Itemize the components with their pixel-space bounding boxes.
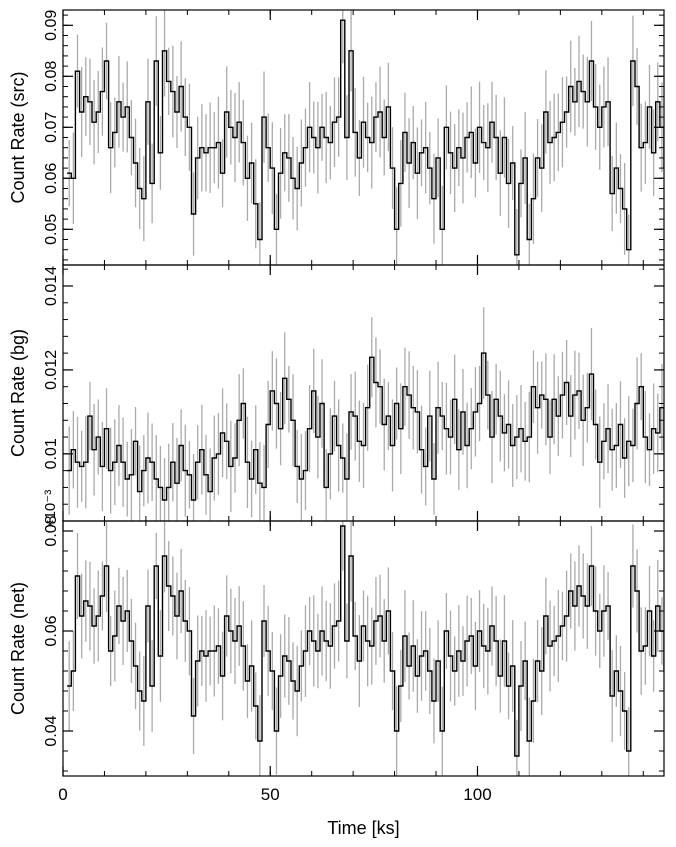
panel-bg: 0.01 0.012 0.014 Count Rate (bg) ×10⁻³ — [8, 264, 665, 528]
ylabel-bg: Count Rate (bg) — [8, 329, 28, 457]
y-tick-label: 0.09 — [43, 10, 60, 41]
y-tick-label: 0.07 — [43, 112, 60, 143]
y-tick-label: 0.012 — [43, 350, 60, 390]
x-tick-label: 0 — [58, 785, 67, 804]
histogram-bg — [67, 352, 664, 501]
ylabel-src: Count Rate (src) — [8, 71, 28, 203]
x-tick-label: 50 — [261, 785, 280, 804]
error-bars-net — [68, 521, 663, 776]
y-tick-label: 0.04 — [43, 715, 60, 746]
offset-label-bg: ×10⁻³ — [42, 490, 59, 528]
histogram-src — [67, 19, 664, 256]
y-tick-label: 0.014 — [43, 266, 60, 306]
frame-net — [62, 520, 665, 777]
y-tick-label: 0.06 — [43, 615, 60, 646]
panel-net: 0.040.060.08 Count Rate (net) Time [ks] … — [8, 515, 665, 838]
panel-src: 0.05 0.06 0.07 0.08 0.09 Count Rate (src) — [8, 9, 665, 266]
ticks-src: 0.05 0.06 0.07 0.08 0.09 — [43, 10, 664, 265]
y-tick-label: 0.05 — [43, 214, 60, 245]
y-tick-label: 0.06 — [43, 163, 60, 194]
error-bars-src — [68, 10, 663, 265]
xlabel: Time [ks] — [327, 818, 399, 838]
y-tick-label: 0.08 — [43, 515, 60, 546]
ylabel-net: Count Rate (net) — [8, 582, 28, 715]
y-tick-label: 0.01 — [43, 438, 60, 469]
x-tick-label: 100 — [463, 785, 491, 804]
histogram-net — [67, 525, 664, 757]
ticks-bg: 0.01 0.012 0.014 — [43, 265, 664, 522]
y-tick-label: 0.08 — [43, 61, 60, 92]
